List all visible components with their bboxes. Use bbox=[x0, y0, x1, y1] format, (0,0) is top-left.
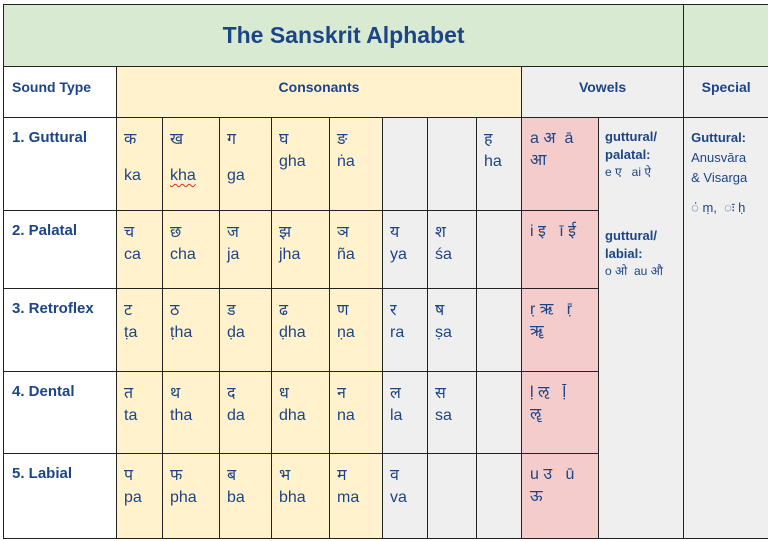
letter-cell: ख kha bbox=[162, 117, 220, 211]
semivowel-cell bbox=[382, 117, 428, 211]
letter-cell: त ta bbox=[116, 371, 163, 454]
letter-cell: ड ḍa bbox=[219, 288, 272, 372]
title-extra-cell bbox=[683, 4, 768, 67]
diphthong-notes: guttural/ palatal: e ए ai ऐ guttural/ la… bbox=[597, 117, 685, 539]
aspirate-cell bbox=[476, 371, 522, 454]
table-row: 2. Palatal च ca छ cha ज ja झ jha ञ ña य ya श śa… bbox=[3, 210, 768, 289]
letter-cell: म ma bbox=[329, 453, 383, 539]
row-label: 4. Dental bbox=[3, 371, 117, 454]
header-consonants: Consonants bbox=[116, 66, 522, 118]
aspirate-cell bbox=[476, 210, 522, 289]
letter-cell: थ tha bbox=[162, 371, 220, 454]
letter-cell: ञ ña bbox=[329, 210, 383, 289]
header-special: Special bbox=[683, 66, 768, 118]
letter-cell: ठ ṭha bbox=[162, 288, 220, 372]
letter-cell: ण ṇa bbox=[329, 288, 383, 372]
letter-cell: ट ṭa bbox=[116, 288, 163, 372]
letter-cell: ब ba bbox=[219, 453, 272, 539]
aspirate-cell bbox=[476, 288, 522, 372]
table-row: 3. Retroflex ट ṭa ठ ṭha ड ḍa ढ ḍha ण ṇa र ra ष… bbox=[3, 288, 768, 372]
page-title: The Sanskrit Alphabet bbox=[2, 4, 685, 67]
sibilant-cell: ष ṣa bbox=[427, 288, 477, 372]
semivowel-cell: व va bbox=[382, 453, 428, 539]
semivowel-cell: ल la bbox=[382, 371, 428, 454]
letter-cell: ज ja bbox=[219, 210, 272, 289]
sanskrit-alphabet-table: The Sanskrit Alphabet Sound Type Consona… bbox=[2, 4, 768, 539]
vowel-cell: i इ ī ई bbox=[521, 210, 599, 289]
letter-cell: प pa bbox=[116, 453, 163, 539]
row-label: 3. Retroflex bbox=[3, 288, 117, 372]
letter-cell: द da bbox=[219, 371, 272, 454]
header-vowels: Vowels bbox=[520, 66, 685, 118]
table-row: 1. Guttural क ka ख kha ग ga घ gha ङ ṅa ह ha a … bbox=[3, 117, 768, 539]
sibilant-cell bbox=[427, 117, 477, 211]
sibilant-cell bbox=[427, 453, 477, 539]
letter-cell: च ca bbox=[116, 210, 163, 289]
aspirate-cell bbox=[476, 453, 522, 539]
letter-cell: फ pha bbox=[162, 453, 220, 539]
row-label: 5. Labial bbox=[3, 453, 117, 539]
header-sound-type: Sound Type bbox=[3, 66, 117, 118]
letter-cell: न na bbox=[329, 371, 383, 454]
aspirate-cell: ह ha bbox=[476, 117, 522, 211]
letter-cell: क ka bbox=[116, 117, 163, 211]
semivowel-cell: य ya bbox=[382, 210, 428, 289]
semivowel-cell: र ra bbox=[382, 288, 428, 372]
letter-cell: ढ ḍha bbox=[271, 288, 330, 372]
special-notes: Guttural: Anusvāra & Visarga ं ṃ, ः ḥ bbox=[683, 117, 768, 539]
letter-cell: झ jha bbox=[271, 210, 330, 289]
letter-cell: ग ga bbox=[219, 117, 272, 211]
letter-cell: ध dha bbox=[271, 371, 330, 454]
letter-cell: छ cha bbox=[162, 210, 220, 289]
table-row: 4. Dental त ta थ tha द da ध dha न na ल la स sa … bbox=[3, 371, 768, 454]
letter-cell: घ gha bbox=[271, 117, 330, 211]
row-label: 2. Palatal bbox=[3, 210, 117, 289]
letter-cell: ङ ṅa bbox=[329, 117, 383, 211]
letter-cell: भ bha bbox=[271, 453, 330, 539]
table-row: 5. Labial प pa फ pha ब ba भ bha म ma व va u उ … bbox=[3, 453, 768, 539]
sibilant-cell: श śa bbox=[427, 210, 477, 289]
sibilant-cell: स sa bbox=[427, 371, 477, 454]
row-label: 1. Guttural bbox=[3, 117, 117, 211]
